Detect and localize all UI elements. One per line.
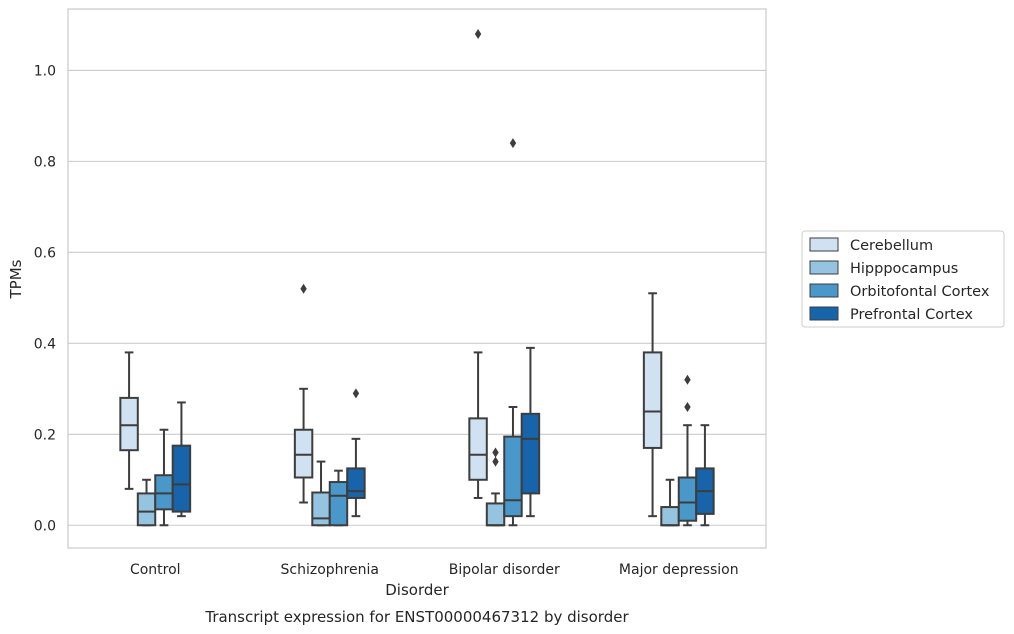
box-body <box>503 435 523 518</box>
legend-swatch <box>809 283 839 298</box>
box-hipppocampus <box>660 478 680 527</box>
box-cerebellum <box>293 283 314 504</box>
outlier-point <box>474 29 482 40</box>
box-body <box>119 396 139 452</box>
y-tick-label: 0.0 <box>34 518 56 534</box>
outlier-point <box>509 138 517 149</box>
x-tick-label: Major depression <box>619 562 739 578</box>
box-body <box>485 502 506 527</box>
x-tick-label: Control <box>130 562 181 578</box>
y-tick-label: 0.8 <box>34 154 56 170</box>
box-body <box>328 481 349 527</box>
outlier-point <box>352 388 360 399</box>
y-tick-label: 0.2 <box>34 427 56 443</box>
legend-swatch <box>809 237 839 252</box>
box-hipppocampus <box>136 478 157 527</box>
legend-swatch <box>809 306 839 321</box>
box-orbitofontal-cortex <box>677 374 698 527</box>
box-cerebellum <box>642 292 663 518</box>
outlier-point <box>684 374 691 385</box>
legend-frame <box>801 230 1005 328</box>
chart-caption: Transcript expression for ENST0000046731… <box>204 608 629 626</box>
box-body <box>136 492 157 527</box>
box-prefrontal-cortex <box>171 401 192 518</box>
boxes <box>119 29 715 527</box>
box-body <box>171 444 192 513</box>
outlier-point <box>300 283 307 294</box>
box-hipppocampus <box>311 460 331 527</box>
box-orbitofontal-cortex <box>154 428 174 527</box>
box-body <box>677 476 698 522</box>
box-body <box>346 467 366 499</box>
box-hipppocampus <box>485 447 506 527</box>
box-body <box>520 412 541 495</box>
legend-label: Cerebellum <box>850 238 933 254</box>
box-body <box>293 428 314 479</box>
plot-frame <box>67 8 767 549</box>
y-tick-label: 0.6 <box>34 245 56 261</box>
x-tick-labels: Control Schizophrenia Bipolar disorder Majo… <box>130 562 739 578</box>
outlier-point <box>684 401 691 412</box>
box-orbitofontal-cortex <box>503 138 523 527</box>
x-axis-label: Disorder <box>385 581 449 599</box>
box-prefrontal-cortex <box>695 424 715 527</box>
legend-label: Hipppocampus <box>850 261 958 277</box>
box-cerebellum <box>468 29 488 499</box>
box-body <box>311 491 331 527</box>
x-tick-label: Schizophrenia <box>281 562 379 578</box>
legend-label: Orbitofontal Cortex <box>850 284 990 300</box>
box-prefrontal-cortex <box>520 346 541 518</box>
y-tick-label: 1.0 <box>34 63 56 79</box>
box-orbitofontal-cortex <box>328 469 349 527</box>
legend: Cerebellum Hipppocampus Orbitofontal Corte… <box>801 230 1005 328</box>
box-body <box>468 417 488 481</box>
legend-swatch <box>809 260 839 275</box>
legend-label: Prefrontal Cortex <box>850 307 973 323</box>
box-body <box>642 351 663 449</box>
y-tick-labels: 0.0 0.2 0.4 0.6 0.8 1.0 <box>34 63 56 534</box>
y-tick-label: 0.4 <box>34 336 56 352</box>
box-cerebellum <box>119 351 139 490</box>
grid-lines <box>68 69 766 526</box>
x-tick-label: Bipolar disorder <box>449 562 560 578</box>
box-body <box>660 506 680 527</box>
outlier-point <box>492 447 499 458</box>
y-axis-label: TPMs <box>7 259 25 299</box>
box-prefrontal-cortex <box>346 388 366 518</box>
box-body <box>154 474 174 511</box>
outlier-point <box>492 456 499 467</box>
